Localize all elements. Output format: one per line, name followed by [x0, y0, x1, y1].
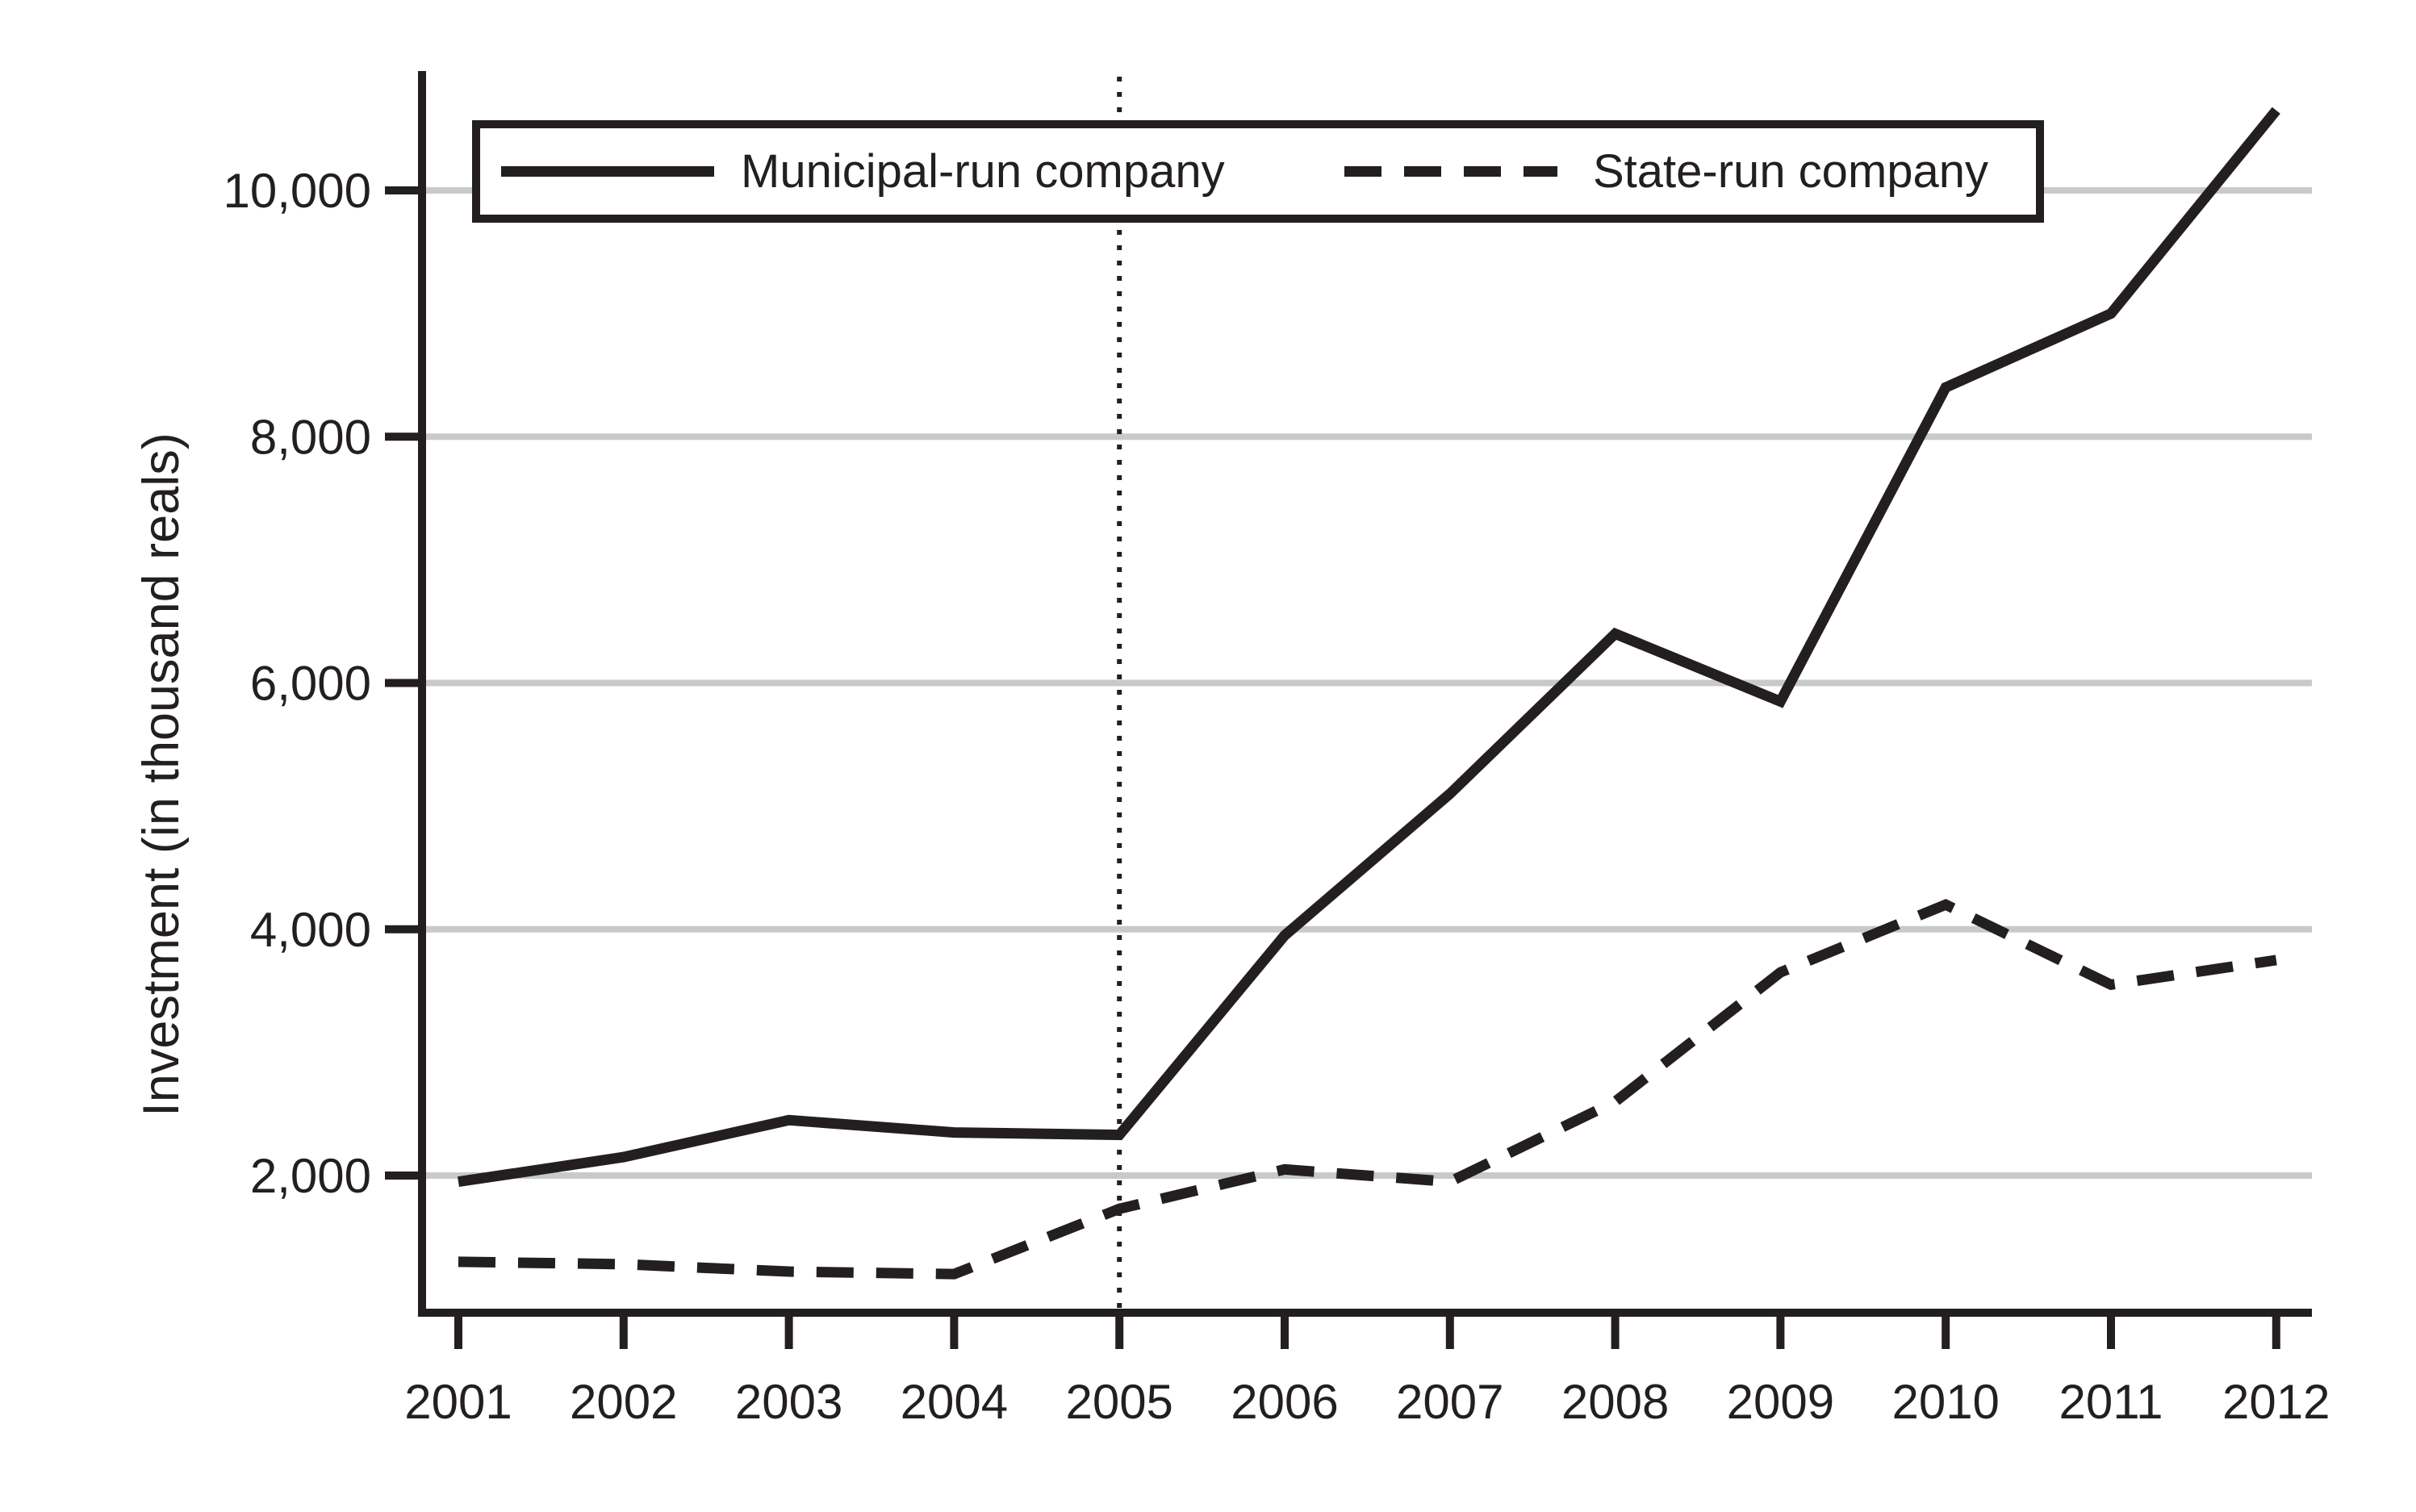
legend-label-state: State-run company [1593, 145, 1989, 198]
legend-label-municipal: Municipal-run company [741, 145, 1225, 198]
x-tick-label-2008: 2008 [1561, 1375, 1669, 1429]
x-tick-label-2010: 2010 [1891, 1375, 1999, 1429]
y-tick-label-4000: 4,000 [250, 903, 371, 957]
x-tick-label-2007: 2007 [1396, 1375, 1503, 1429]
x-tick-label-2004: 2004 [901, 1375, 1008, 1429]
x-tick-label-2003: 2003 [735, 1375, 842, 1429]
axes [418, 71, 2312, 1317]
y-tick-label-8000: 8,000 [250, 410, 371, 464]
y-tick-label-10000: 10,000 [223, 164, 371, 218]
y-tick-label-6000: 6,000 [250, 657, 371, 711]
y-tick-label-2000: 2,000 [250, 1149, 371, 1203]
x-tick-label-2001: 2001 [404, 1375, 512, 1429]
y-axis-title: Investment (in thousand reals) [133, 432, 190, 1117]
solid-line-swatch [501, 166, 714, 177]
x-tick-label-2006: 2006 [1231, 1375, 1338, 1429]
x-tick-label-2012: 2012 [2222, 1375, 2330, 1429]
x-tick-label-2002: 2002 [570, 1375, 677, 1429]
series-line-dashed [458, 899, 2277, 1280]
series-line-solid [458, 107, 2280, 1188]
dashed-line-swatch [1344, 166, 1557, 177]
x-tick-label-2011: 2011 [2059, 1375, 2163, 1429]
x-tick-label-2009: 2009 [1727, 1375, 1834, 1429]
legend: Municipal-run company State-run company [472, 120, 2044, 223]
x-tick-label-2005: 2005 [1065, 1375, 1172, 1429]
